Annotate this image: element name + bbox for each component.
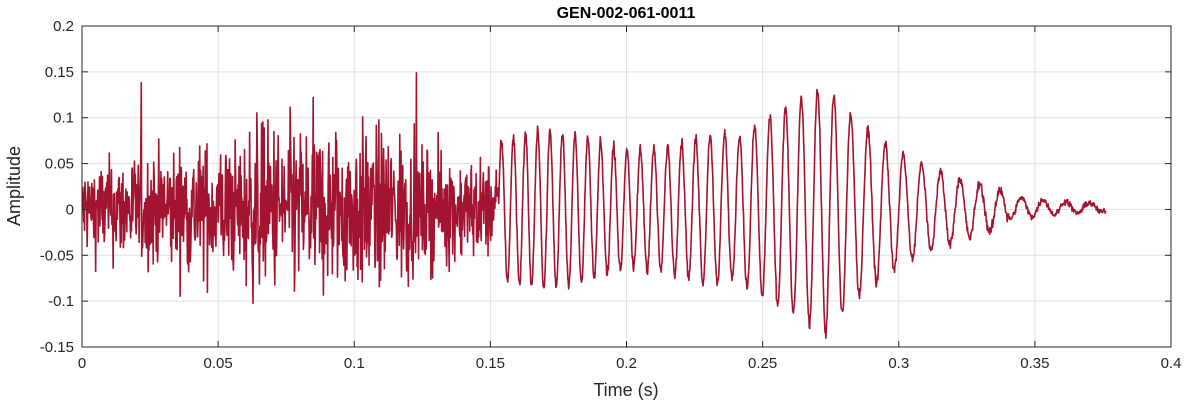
x-axis-label: Time (s) <box>593 380 658 400</box>
chart-title: GEN-002-061-0011 <box>557 5 696 22</box>
x-tick-label: 0 <box>78 355 86 372</box>
x-tick-label: 0.1 <box>344 355 365 372</box>
x-tick-label: 0.35 <box>1020 355 1049 372</box>
y-tick-label: -0.05 <box>40 247 74 264</box>
x-tick-label: 0.25 <box>748 355 777 372</box>
signal-series-line <box>82 72 1107 339</box>
y-tick-label: 0.1 <box>53 110 74 127</box>
y-tick-label: -0.1 <box>48 293 74 310</box>
x-tick-label: 0.05 <box>204 355 233 372</box>
y-tick-label: 0.15 <box>45 64 74 81</box>
x-tick-label: 0.4 <box>1161 355 1182 372</box>
y-tick-label: -0.15 <box>40 339 74 356</box>
y-tick-label: 0.05 <box>45 156 74 173</box>
x-axis: 0 0.05 0.1 0.15 0.2 0.25 0.3 0.35 0.4 <box>78 26 1182 372</box>
x-tick-label: 0.3 <box>888 355 909 372</box>
y-axis-label: Amplitude <box>4 146 24 226</box>
x-tick-label: 0.2 <box>616 355 637 372</box>
y-tick-label: 0.2 <box>53 18 74 35</box>
y-axis: -0.15 -0.1 -0.05 0 0.05 0.1 0.15 0.2 <box>40 18 1171 356</box>
x-tick-label: 0.15 <box>476 355 505 372</box>
y-tick-label: 0 <box>66 201 74 218</box>
